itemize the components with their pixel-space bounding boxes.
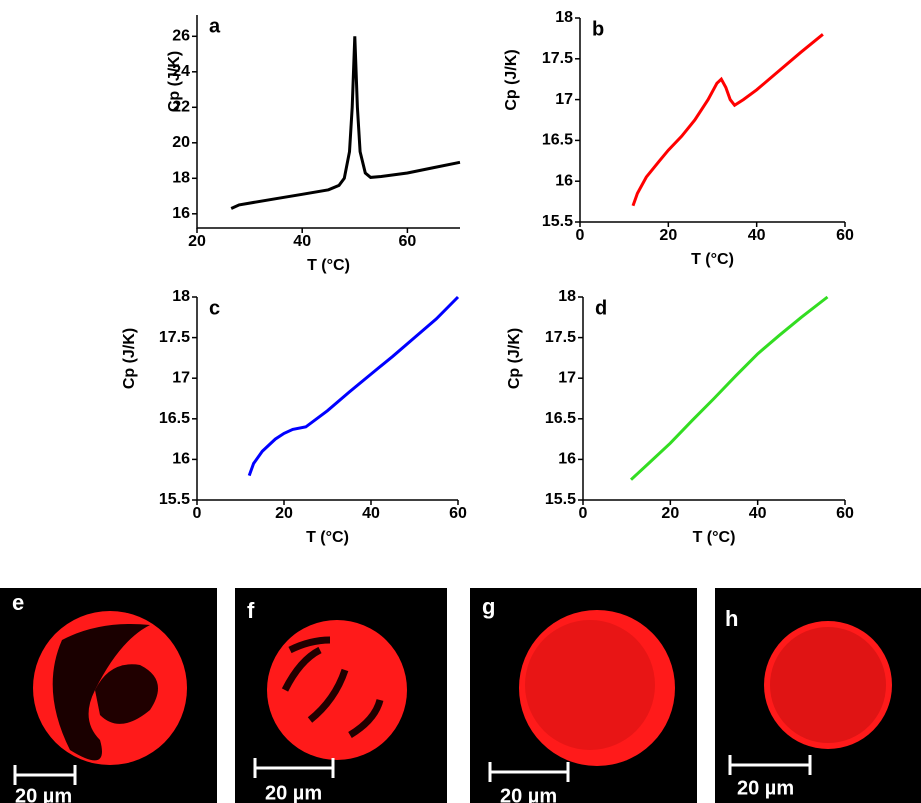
x-tick-label: 60 — [836, 505, 854, 522]
x-tick-label: 0 — [193, 505, 202, 522]
data-line — [230, 36, 461, 210]
y-tick-label: 18 — [172, 288, 190, 305]
panel-label: b — [592, 18, 604, 40]
x-tick-label: 40 — [362, 505, 380, 522]
x-tick-label: 60 — [399, 233, 417, 250]
y-axis-label: Cp (J/K) — [503, 49, 520, 110]
x-tick-label: 20 — [275, 505, 293, 522]
data-line — [631, 33, 824, 207]
scale-label: 20 µm — [265, 782, 322, 803]
axes — [196, 15, 460, 229]
x-axis-label: T (°C) — [693, 529, 736, 546]
image-f: f 20 µm — [235, 588, 447, 803]
image-g: g 20 µm — [470, 588, 697, 803]
x-tick-label: 0 — [576, 227, 585, 244]
image-label: h — [725, 606, 738, 631]
y-axis-label: Cp (J/K) — [166, 51, 183, 112]
x-tick-label: 20 — [661, 505, 679, 522]
y-tick-label: 17 — [558, 369, 576, 386]
y-tick-label: 16.5 — [545, 410, 576, 427]
y-tick-label: 18 — [558, 288, 576, 305]
image-e: e 20 µm — [0, 588, 217, 803]
image-label: e — [12, 590, 24, 615]
panel-label: d — [595, 297, 607, 319]
data-line — [247, 295, 460, 477]
x-tick-label: 40 — [293, 233, 311, 250]
y-tick-label: 15.5 — [159, 491, 190, 508]
scale-label: 20 µm — [500, 785, 557, 803]
x-tick-label: 40 — [749, 505, 767, 522]
x-tick-label: 0 — [579, 505, 588, 522]
y-tick-label: 17.5 — [542, 50, 573, 67]
y-tick-label: 18 — [555, 9, 573, 26]
x-axis-label: T (°C) — [307, 257, 350, 274]
y-tick-label: 24 — [172, 63, 190, 80]
data-line — [629, 295, 829, 481]
x-axis-label: T (°C) — [691, 251, 734, 268]
x-tick-label: 60 — [449, 505, 467, 522]
y-tick-label: 17.5 — [545, 329, 576, 346]
y-tick-label: 17.5 — [159, 329, 190, 346]
x-tick-label: 20 — [659, 227, 677, 244]
y-tick-label: 15.5 — [542, 213, 573, 230]
x-tick-label: 40 — [748, 227, 766, 244]
y-tick-label: 26 — [172, 28, 190, 45]
y-axis-label: Cp (J/K) — [121, 328, 138, 389]
y-axis-label: Cp (J/K) — [506, 328, 523, 389]
y-tick-label: 16 — [172, 205, 190, 222]
y-tick-label: 16 — [172, 451, 190, 468]
panel-label: a — [209, 15, 221, 37]
y-tick-label: 16 — [558, 451, 576, 468]
y-tick-label: 17 — [172, 369, 190, 386]
y-tick-label: 16 — [555, 172, 573, 189]
y-tick-label: 16.5 — [159, 410, 190, 427]
image-label: f — [247, 598, 255, 623]
axes — [196, 297, 458, 501]
y-tick-label: 15.5 — [545, 491, 576, 508]
x-axis-label: T (°C) — [306, 529, 349, 546]
scale-label: 20 µm — [737, 777, 794, 799]
y-tick-label: 20 — [172, 134, 190, 151]
x-tick-label: 20 — [188, 233, 206, 250]
panel-label: c — [209, 297, 220, 319]
image-label: g — [482, 594, 495, 619]
x-tick-label: 60 — [836, 227, 854, 244]
y-tick-label: 17 — [555, 91, 573, 108]
scale-label: 20 µm — [15, 785, 72, 803]
image-h: h 20 µm — [715, 588, 921, 803]
y-tick-label: 22 — [172, 99, 190, 116]
y-tick-label: 18 — [172, 170, 190, 187]
y-tick-label: 16.5 — [542, 132, 573, 149]
